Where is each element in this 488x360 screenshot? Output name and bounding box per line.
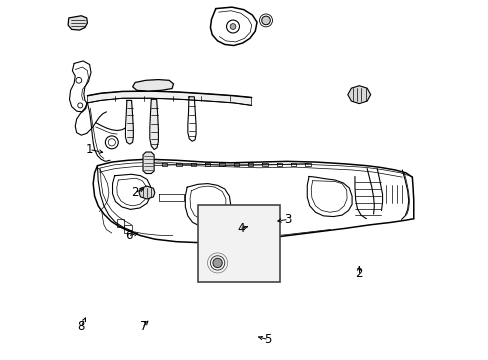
- Text: 4: 4: [237, 222, 244, 235]
- Bar: [124, 225, 131, 233]
- Polygon shape: [126, 100, 133, 142]
- Text: 8: 8: [78, 320, 85, 333]
- Polygon shape: [68, 16, 87, 30]
- Polygon shape: [151, 99, 158, 148]
- Polygon shape: [139, 186, 155, 199]
- Text: 2: 2: [131, 186, 139, 199]
- Text: 5: 5: [264, 333, 271, 346]
- Text: 7: 7: [140, 320, 147, 333]
- Text: 6: 6: [125, 229, 133, 242]
- Circle shape: [230, 24, 235, 30]
- Polygon shape: [132, 80, 173, 91]
- Circle shape: [261, 16, 270, 25]
- Polygon shape: [142, 152, 154, 174]
- Text: 3: 3: [283, 213, 291, 226]
- Bar: [198, 205, 280, 282]
- Polygon shape: [87, 91, 251, 105]
- Circle shape: [212, 258, 222, 267]
- Text: 1: 1: [86, 143, 93, 156]
- Text: 2: 2: [355, 267, 362, 280]
- Polygon shape: [347, 86, 370, 104]
- Bar: [117, 220, 124, 227]
